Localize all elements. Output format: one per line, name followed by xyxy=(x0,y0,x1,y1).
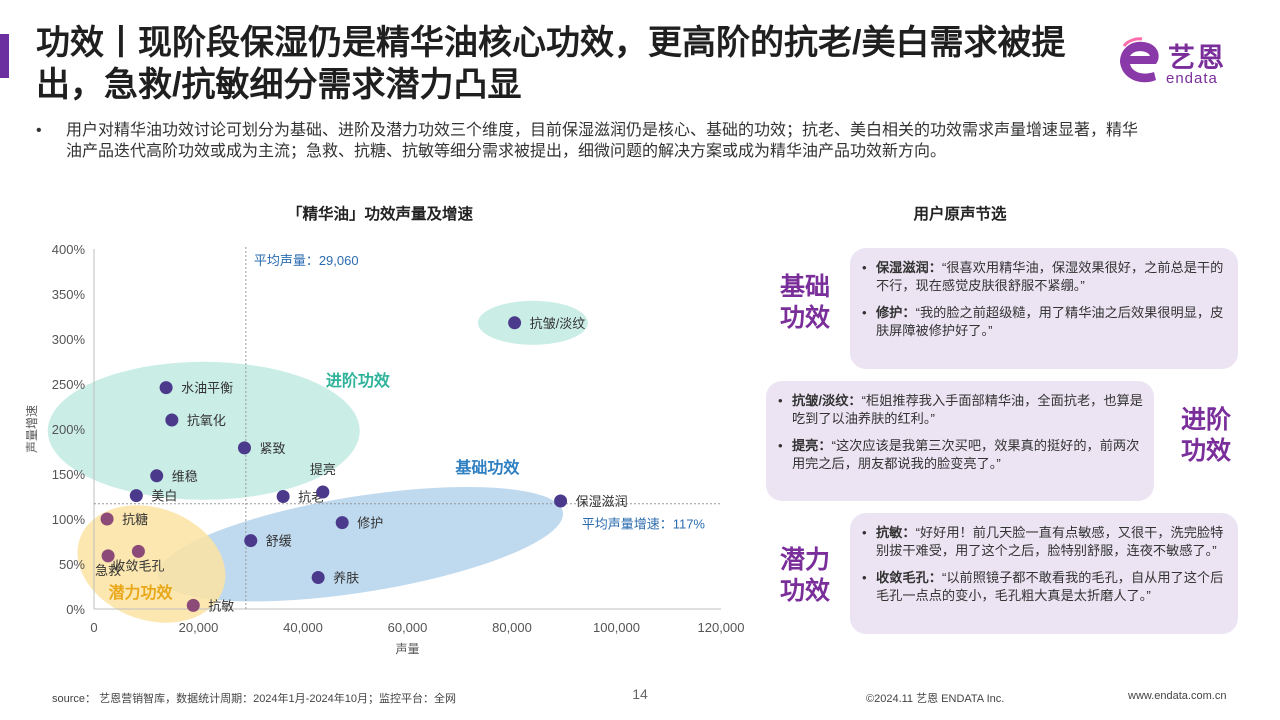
data-point-label: 抗皱/淡纹 xyxy=(530,316,586,331)
avg-growth-label: 平均声量增速：117% xyxy=(582,517,706,532)
data-point xyxy=(165,413,179,427)
scatter-chart: 0 20,000 40,000 60,000 80,000 100,000 120,000 0… xyxy=(25,242,745,656)
data-point xyxy=(186,598,200,612)
data-point xyxy=(237,441,251,455)
data-point-label: 美白 xyxy=(151,489,177,504)
x-tick-label: 40,000 xyxy=(283,620,323,635)
y-tick-label: 200% xyxy=(52,422,86,437)
data-point-label: 抗氧化 xyxy=(187,413,226,428)
potential-category-label: 潜力 功效 xyxy=(779,546,830,605)
data-point-label: 养肤 xyxy=(333,571,359,586)
endata-logo: 艺恩 endata xyxy=(1114,36,1244,92)
x-tick-label: 20,000 xyxy=(179,620,219,635)
y-tick-label: 400% xyxy=(52,242,86,257)
advanced-group-area xyxy=(47,361,360,500)
y-tick-label: 350% xyxy=(52,287,86,302)
y-tick-label: 150% xyxy=(52,467,86,482)
quote-item: • 抗皱/淡纹：“柜姐推荐我入手面部精华油，全面抗老，也算是吃到了以油养肤的红利。… xyxy=(778,393,1143,426)
quote-item: • 提亮：“这次应该是我第三次买吧，效果真的挺好的，前两次用完之后，朋友都说我的脸… xyxy=(778,438,1140,471)
advanced-group-name: 进阶功效 xyxy=(326,371,390,390)
chart-title: 「精华油」功效声量及增速 xyxy=(286,206,473,223)
data-point-label: 维稳 xyxy=(172,469,198,484)
data-point xyxy=(508,316,522,330)
advanced-quote-box: • 抗皱/淡纹：“柜姐推荐我入手面部精华油，全面抗老，也算是吃到了以油养肤的红利。… xyxy=(766,381,1154,501)
data-point-label: 急救 xyxy=(95,563,121,578)
data-point xyxy=(335,516,349,530)
logo-text-en: endata xyxy=(1166,70,1218,87)
footer-copyright: ©2024.11 艺恩 ENDATA Inc. xyxy=(866,693,1005,705)
quote-label: 修护： xyxy=(876,305,916,320)
data-point xyxy=(150,469,164,483)
footer-source: source： 艺恩营销智库，数据统计周期：2024年1月-2024年10月；监… xyxy=(52,693,457,705)
y-axis-label: 声量增速 xyxy=(25,405,39,453)
data-point xyxy=(159,381,173,395)
data-point-label: 抗敏 xyxy=(208,598,234,613)
footer-website[interactable]: www.endata.com.cn xyxy=(1128,690,1227,702)
y-tick-label: 250% xyxy=(52,377,86,392)
quote-label: 收敛毛孔： xyxy=(876,570,942,585)
quote-item: • 保湿滋润：“很喜欢用精华油，保湿效果很好，之前总是干的不行，现在感觉皮肤很舒服… xyxy=(862,260,1224,293)
x-axis-label: 声量 xyxy=(395,642,419,656)
avg-volume-label: 平均声量：29,060 xyxy=(254,253,359,268)
data-point xyxy=(100,512,114,526)
quote-label: 抗皱/淡纹： xyxy=(792,393,862,408)
quote-label: 保湿滋润： xyxy=(876,260,942,275)
y-tick-label: 300% xyxy=(52,332,86,347)
basic-category-label: 基础 功效 xyxy=(779,273,830,332)
basic-group-area xyxy=(157,486,564,602)
x-tick-label: 0 xyxy=(90,620,97,635)
quote-label: 抗敏： xyxy=(876,525,916,540)
data-point-label: 收敛毛孔 xyxy=(112,558,164,573)
x-tick-label: 80,000 xyxy=(492,620,532,635)
y-tick-label: 0% xyxy=(66,602,85,617)
data-point-label: 提亮 xyxy=(310,462,336,477)
data-point xyxy=(311,571,325,584)
data-point-label: 紧致 xyxy=(259,441,285,456)
potential-group-area xyxy=(77,505,226,623)
endata-logo-mark xyxy=(1120,37,1159,83)
basic-quote-box: • 保湿滋润：“很喜欢用精华油，保湿效果很好，之前总是干的不行，现在感觉皮肤很舒服… xyxy=(850,248,1238,369)
data-point-label: 舒缓 xyxy=(266,534,292,549)
advanced-category-label: 进阶 功效 xyxy=(1180,406,1231,465)
y-tick-label: 50% xyxy=(59,557,85,572)
voices-title: 用户原声节选 xyxy=(913,206,1007,223)
quote-item: • 收敛毛孔：“以前照镜子都不敢看我的毛孔，自从用了这个后毛孔一点点的变小，毛孔粗… xyxy=(862,570,1224,603)
data-point xyxy=(129,489,143,503)
quote-item: • 抗敏：“好好用！前几天脸一直有点敏感，又很干，洗完脸特别拔干难受，用了这个之后… xyxy=(862,525,1224,558)
quote-text: “好好用！前几天脸一直有点敏感，又很干，洗完脸特别拔干难受，用了这个之后，脸特别… xyxy=(876,525,1224,558)
data-point xyxy=(316,485,330,499)
y-tick-label: 100% xyxy=(52,512,86,527)
x-tick-label: 120,000 xyxy=(698,620,745,635)
data-point-label: 抗糖 xyxy=(122,512,148,527)
quote-text: “我的脸之前超级糙，用了精华油之后效果很明显，皮肤屏障被修护好了。” xyxy=(876,305,1224,338)
data-point-label: 修护 xyxy=(357,516,383,531)
page-number: 14 xyxy=(632,686,648,702)
quote-text: “以前照镜子都不敢看我的毛孔，自从用了这个后毛孔一点点的变小，毛孔粗大真是太折磨… xyxy=(876,570,1224,603)
quote-text: “这次应该是我第三次买吧，效果真的挺好的，前两次用完之后，朋友都说我的脸变亮了。… xyxy=(792,438,1140,471)
potential-quote-box: • 抗敏：“好好用！前几天脸一直有点敏感，又很干，洗完脸特别拔干难受，用了这个之后… xyxy=(850,513,1238,634)
data-point-label: 水油平衡 xyxy=(181,381,233,396)
data-point xyxy=(554,494,568,508)
summary-bullet: • xyxy=(36,122,42,139)
data-point xyxy=(244,534,258,548)
data-point xyxy=(131,544,145,558)
logo-text-cn: 艺恩 xyxy=(1168,43,1226,73)
x-tick-label: 60,000 xyxy=(388,620,428,635)
title-accent-bar xyxy=(0,34,9,78)
basic-group-name: 基础功效 xyxy=(454,458,519,477)
data-point xyxy=(101,549,115,563)
summary-text: 用户对精华油功效讨论可划分为基础、进阶及潜力功效三个维度，目前保湿滋润仍是核心、… xyxy=(66,122,1139,160)
advanced-group-area-2 xyxy=(477,300,588,345)
quote-item: • 修护：“我的脸之前超级糙，用了精华油之后效果很明显，皮肤屏障被修护好了。” xyxy=(862,305,1224,338)
data-point-label: 保湿滋润 xyxy=(576,494,628,509)
quote-text: “柜姐推荐我入手面部精华油，全面抗老，也算是吃到了以油养肤的红利。” xyxy=(792,393,1143,426)
data-point xyxy=(276,490,290,503)
x-tick-label: 100,000 xyxy=(593,620,640,635)
quote-label: 提亮： xyxy=(792,438,832,453)
page-title: 功效丨现阶段保湿仍是精华油核心功效，更高阶的抗老/美白需求被提出，急救/抗敏细分… xyxy=(36,24,1066,104)
quote-text: “很喜欢用精华油，保湿效果很好，之前总是干的不行，现在感觉皮肤很舒服不紧绷。” xyxy=(876,260,1224,293)
potential-group-name: 潜力功效 xyxy=(108,583,172,602)
